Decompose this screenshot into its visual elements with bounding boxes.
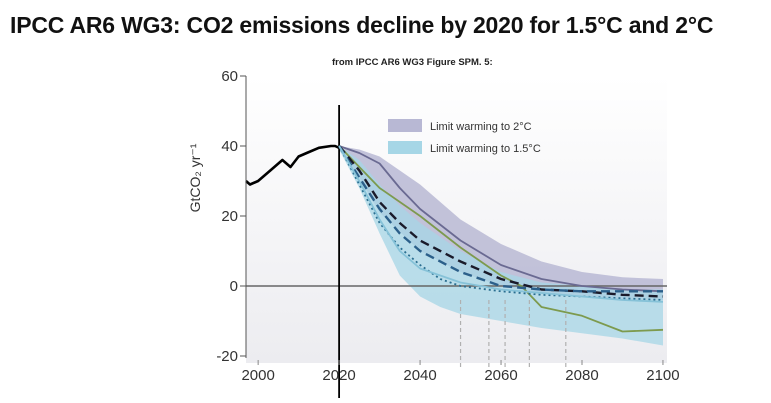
y-tick-label: 60 <box>221 68 238 85</box>
historical-emissions-line <box>245 144 340 186</box>
y-tick-label: -20 <box>216 348 238 365</box>
legend-label: Limit warming to 1.5°C <box>430 143 541 155</box>
pathway-line-3 <box>338 145 664 298</box>
pathway-line-6 <box>338 145 664 303</box>
x-tick-label: 2080 <box>565 367 598 384</box>
x-tick-label: 2040 <box>403 367 436 384</box>
y-tick-label: 40 <box>221 138 238 155</box>
x-tick-label: 2100 <box>646 367 679 384</box>
x-tick-label: 2000 <box>241 367 274 384</box>
band-2c <box>339 146 663 300</box>
pathway-line-2 <box>338 145 664 333</box>
x-tick-label: 2060 <box>484 367 517 384</box>
pathway-line-1 <box>338 145 664 293</box>
y-tick-label: 20 <box>221 208 238 225</box>
chart-subtitle: from IPCC AR6 WG3 Figure SPM. 5: <box>332 57 493 68</box>
legend-swatch <box>388 119 422 132</box>
legend-label: Limit warming to 2°C <box>430 121 532 133</box>
y-tick-label: 0 <box>230 278 238 295</box>
page-title: IPCC AR6 WG3: CO2 emissions decline by 2… <box>10 12 714 38</box>
legend-swatch <box>388 141 422 154</box>
pathway-line-4 <box>338 145 663 293</box>
x-tick-label: 2020 <box>322 367 355 384</box>
y-axis-label: GtCO₂ yr⁻¹ <box>187 143 203 212</box>
